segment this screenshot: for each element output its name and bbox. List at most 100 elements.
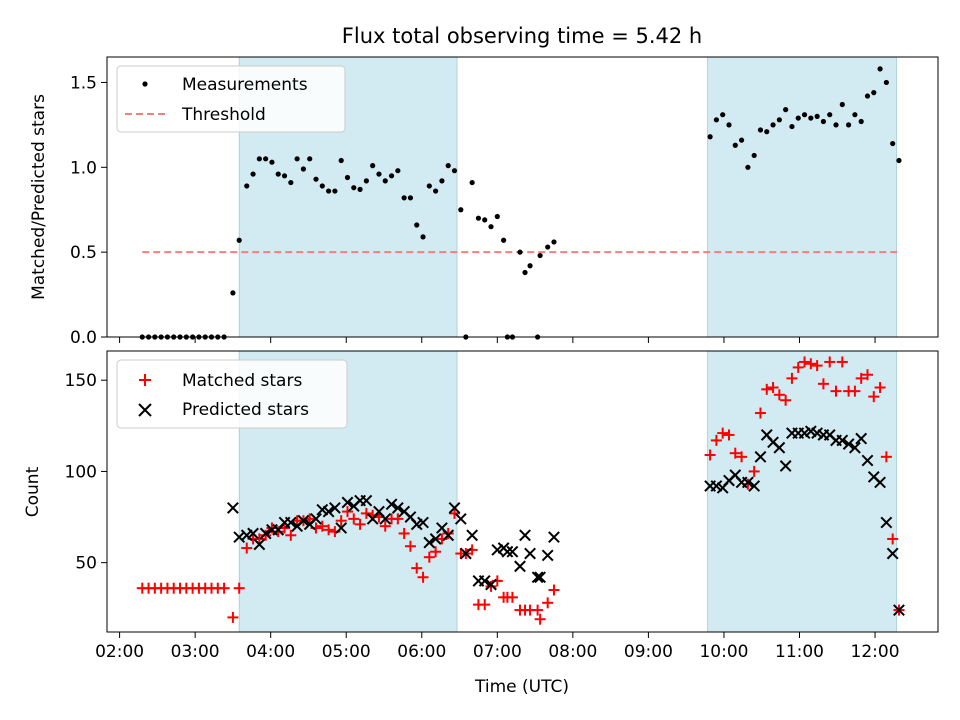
measurement-point: [732, 142, 738, 148]
legend-threshold-label: Threshold: [181, 105, 266, 125]
predicted-star-point: [534, 571, 547, 584]
matched-star-point: [887, 533, 899, 545]
x-b: [391, 502, 404, 514]
x-b: [259, 527, 272, 540]
measurement-point: [517, 249, 523, 255]
measurement-point: [852, 112, 858, 118]
matched-star-point: [341, 506, 353, 518]
matched-star-point: [710, 434, 722, 446]
measurement-point: [545, 244, 551, 250]
x-axis-label: Time (UTC): [474, 677, 569, 697]
measurement-point: [244, 183, 250, 189]
measurement-point: [745, 164, 751, 170]
matched-star-point: [767, 381, 779, 393]
matched-star-point: [849, 385, 861, 397]
matched-star-point: [348, 513, 360, 525]
matched-star-point: [404, 540, 416, 552]
measurement-point: [827, 112, 833, 118]
x-b: [880, 516, 893, 529]
bottom-legend-box: [116, 359, 348, 429]
matched-star-point: [227, 611, 239, 623]
measurement-point: [300, 166, 307, 172]
legend-predicted-marker: [138, 403, 152, 417]
measurement-point: [789, 123, 795, 130]
measurement-point: [501, 237, 507, 243]
x-b: [436, 522, 448, 534]
x-b: [316, 503, 329, 516]
measurement-point: [269, 159, 275, 165]
matched-star-point: [233, 582, 245, 594]
measurement-point: [433, 188, 439, 194]
matched-star-point: [430, 546, 442, 558]
x-b: [404, 511, 417, 523]
x-b: [253, 538, 266, 551]
x-b: [760, 429, 773, 441]
measurement-point: [801, 112, 808, 118]
matched-star-point: [449, 507, 461, 519]
x-b: [501, 545, 514, 558]
x-b: [466, 529, 479, 542]
matched-star-point: [360, 507, 372, 519]
measurement-point: [757, 127, 764, 133]
x-b: [297, 514, 310, 527]
matched-star-point: [805, 358, 817, 370]
x-tick-label: 04:00: [246, 642, 295, 662]
predicted-star-point: [429, 533, 442, 545]
measurement-point: [751, 152, 757, 159]
x-b: [459, 547, 472, 560]
measurement-point: [388, 173, 395, 179]
measurement-point: [288, 179, 294, 186]
measurement-point: [407, 195, 414, 201]
predicted-star-point: [836, 434, 849, 447]
matched-star-point: [855, 372, 867, 384]
matched-star-point: [548, 584, 560, 596]
predicted-star-point: [227, 502, 239, 514]
measurement-point: [344, 174, 351, 181]
predicted-star-point: [466, 529, 479, 542]
matched-star-point: [323, 524, 335, 536]
predicted-star-point: [417, 516, 429, 529]
legend-matched-marker: [139, 374, 151, 386]
predicted-star-point: [779, 460, 792, 472]
predicted-star-point: [454, 512, 467, 525]
top-legend-box: [116, 65, 346, 133]
x-b: [328, 502, 341, 514]
predicted-star-point: [385, 498, 398, 511]
x-b: [310, 512, 322, 525]
x-b: [519, 529, 531, 542]
x-b: [823, 429, 836, 441]
x-b: [360, 494, 373, 507]
predicted-star-point: [478, 575, 491, 587]
measurement-point: [351, 185, 357, 191]
matched-star-point: [542, 597, 554, 609]
measurement-point: [281, 173, 288, 179]
predicted-star-point: [328, 502, 341, 514]
top-axes-frame: [106, 56, 939, 338]
matched-star-point: [748, 465, 760, 477]
x-tick-label: 03:00: [171, 642, 220, 662]
matched-star-point: [506, 591, 518, 603]
matched-star-point: [442, 527, 454, 539]
x-b: [779, 460, 792, 472]
y-tick-label: 0.0: [70, 328, 97, 348]
matched-star-point: [773, 389, 785, 401]
matched-star-point: [392, 513, 404, 525]
x-b: [836, 434, 849, 447]
x-b: [322, 505, 335, 518]
x-tick-label: 05:00: [322, 642, 371, 662]
x-tick-label: 02:00: [95, 642, 144, 662]
predicted-star-point: [391, 502, 404, 514]
x-b: [773, 441, 786, 454]
top-legend: Measurements Threshold: [116, 65, 346, 133]
x-b: [485, 578, 497, 591]
chart-title: Flux total observing time = 5.42 h: [342, 24, 702, 48]
predicted-star-point: [284, 516, 297, 529]
x-b: [398, 505, 411, 518]
x-tick-label: 07:00: [473, 642, 522, 662]
matched-star-point: [874, 381, 886, 393]
bottom-axes-frame: [106, 350, 939, 633]
measurement-point: [357, 186, 363, 192]
x-b: [767, 436, 779, 449]
x-b: [867, 470, 880, 483]
